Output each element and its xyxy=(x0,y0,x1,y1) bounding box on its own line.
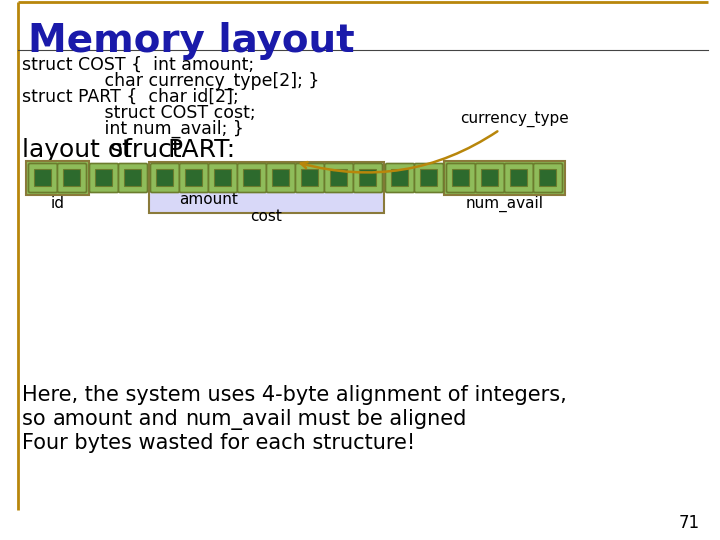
Text: Memory layout: Memory layout xyxy=(28,22,355,60)
Text: 71: 71 xyxy=(679,514,700,532)
Text: struct PART {  char id[2];: struct PART { char id[2]; xyxy=(22,88,239,106)
Text: Here, the system uses 4-byte alignment of integers,: Here, the system uses 4-byte alignment o… xyxy=(22,385,567,405)
Text: layout of: layout of xyxy=(22,138,140,162)
FancyBboxPatch shape xyxy=(444,161,565,195)
FancyBboxPatch shape xyxy=(209,164,238,192)
FancyBboxPatch shape xyxy=(475,164,505,192)
FancyBboxPatch shape xyxy=(392,170,408,186)
FancyBboxPatch shape xyxy=(243,170,261,186)
FancyBboxPatch shape xyxy=(156,170,174,186)
Text: so: so xyxy=(22,409,53,429)
FancyBboxPatch shape xyxy=(125,170,142,186)
Text: and: and xyxy=(132,409,185,429)
FancyBboxPatch shape xyxy=(29,164,58,192)
FancyBboxPatch shape xyxy=(415,164,444,192)
FancyBboxPatch shape xyxy=(186,170,202,186)
FancyBboxPatch shape xyxy=(482,170,498,186)
FancyBboxPatch shape xyxy=(446,164,475,192)
Text: struct: struct xyxy=(110,138,183,162)
FancyBboxPatch shape xyxy=(58,164,86,192)
FancyBboxPatch shape xyxy=(215,170,232,186)
FancyBboxPatch shape xyxy=(510,170,528,186)
FancyBboxPatch shape xyxy=(238,164,266,192)
FancyBboxPatch shape xyxy=(266,164,295,192)
FancyBboxPatch shape xyxy=(35,170,52,186)
FancyBboxPatch shape xyxy=(354,164,382,192)
Text: id: id xyxy=(50,196,65,211)
FancyBboxPatch shape xyxy=(96,170,112,186)
FancyBboxPatch shape xyxy=(302,170,318,186)
Text: currency_type: currency_type xyxy=(301,111,569,172)
FancyBboxPatch shape xyxy=(420,170,438,186)
Text: amount: amount xyxy=(179,192,238,207)
Text: must be aligned: must be aligned xyxy=(292,409,467,429)
FancyBboxPatch shape xyxy=(539,170,557,186)
FancyBboxPatch shape xyxy=(359,170,377,186)
FancyBboxPatch shape xyxy=(26,161,89,195)
FancyBboxPatch shape xyxy=(119,164,148,192)
FancyBboxPatch shape xyxy=(330,170,348,186)
Text: struct COST cost;: struct COST cost; xyxy=(22,104,256,122)
Text: amount: amount xyxy=(53,409,132,429)
FancyBboxPatch shape xyxy=(385,164,415,192)
Text: cost: cost xyxy=(251,209,282,224)
FancyBboxPatch shape xyxy=(452,170,469,186)
FancyBboxPatch shape xyxy=(325,164,354,192)
Text: PART:: PART: xyxy=(160,138,235,162)
Text: struct COST {  int amount;: struct COST { int amount; xyxy=(22,56,254,74)
FancyBboxPatch shape xyxy=(89,164,119,192)
Text: int num_avail; }: int num_avail; } xyxy=(22,120,244,138)
Text: num_avail: num_avail xyxy=(466,196,544,212)
FancyBboxPatch shape xyxy=(534,164,562,192)
FancyBboxPatch shape xyxy=(505,164,534,192)
Text: char currency_type[2]; }: char currency_type[2]; } xyxy=(22,72,320,90)
FancyBboxPatch shape xyxy=(63,170,81,186)
FancyBboxPatch shape xyxy=(272,170,289,186)
FancyBboxPatch shape xyxy=(150,164,179,192)
FancyBboxPatch shape xyxy=(179,164,209,192)
Text: num_avail: num_avail xyxy=(185,409,292,430)
FancyBboxPatch shape xyxy=(295,164,325,192)
Bar xyxy=(149,162,384,213)
Text: Four bytes wasted for each structure!: Four bytes wasted for each structure! xyxy=(22,433,415,453)
